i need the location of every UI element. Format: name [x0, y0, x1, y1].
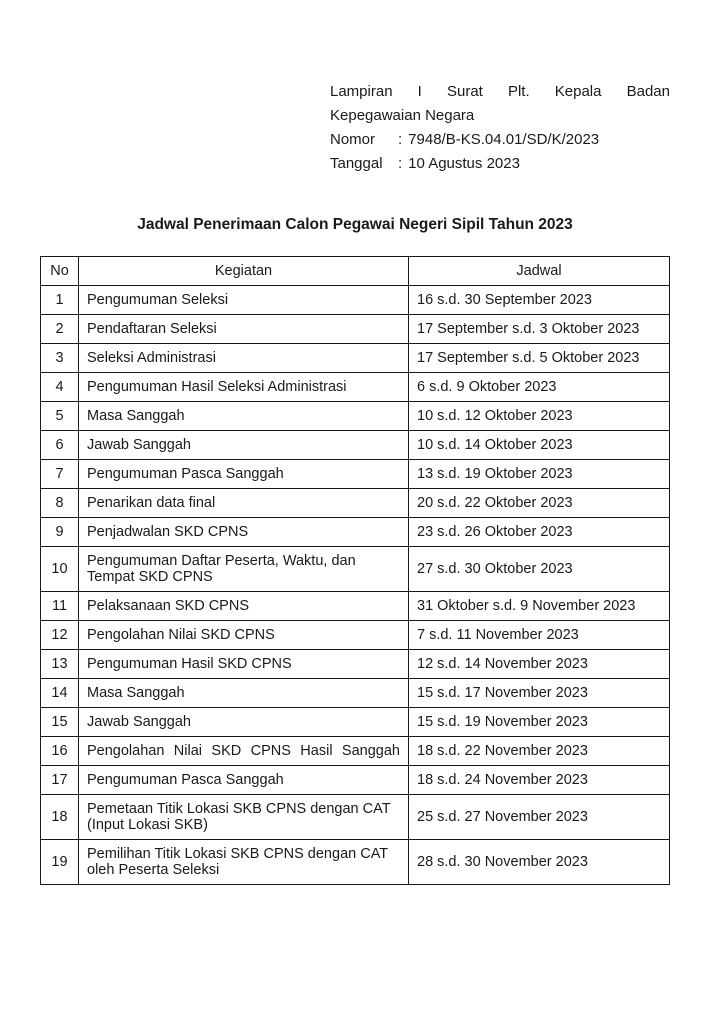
table-row: 17Pengumuman Pasca Sanggah18 s.d. 24 Nov… — [41, 766, 670, 795]
cell-kegiatan: Seleksi Administrasi — [79, 344, 409, 373]
cell-no: 11 — [41, 592, 79, 621]
cell-jadwal: 18 s.d. 22 November 2023 — [409, 737, 670, 766]
cell-no: 17 — [41, 766, 79, 795]
col-header-kegiatan: Kegiatan — [79, 257, 409, 286]
cell-no: 12 — [41, 621, 79, 650]
cell-no: 18 — [41, 795, 79, 840]
colon: : — [398, 128, 402, 152]
col-header-jadwal: Jadwal — [409, 257, 670, 286]
document-title: Jadwal Penerimaan Calon Pegawai Negeri S… — [40, 216, 670, 234]
table-row: 7Pengumuman Pasca Sanggah13 s.d. 19 Okto… — [41, 460, 670, 489]
table-row: 6Jawab Sanggah10 s.d. 14 Oktober 2023 — [41, 431, 670, 460]
cell-kegiatan: Pendaftaran Seleksi — [79, 315, 409, 344]
table-row: 1Pengumuman Seleksi16 s.d. 30 September … — [41, 286, 670, 315]
table-row: 16Pengolahan Nilai SKD CPNS Hasil Sangga… — [41, 737, 670, 766]
cell-kegiatan: Pelaksanaan SKD CPNS — [79, 592, 409, 621]
cell-no: 8 — [41, 489, 79, 518]
cell-no: 9 — [41, 518, 79, 547]
table-row: 14Masa Sanggah15 s.d. 17 November 2023 — [41, 679, 670, 708]
table-row: 13Pengumuman Hasil SKD CPNS12 s.d. 14 No… — [41, 650, 670, 679]
nomor-label: Nomor — [330, 128, 392, 152]
cell-jadwal: 17 September s.d. 5 Oktober 2023 — [409, 344, 670, 373]
cell-no: 5 — [41, 402, 79, 431]
cell-jadwal: 15 s.d. 19 November 2023 — [409, 708, 670, 737]
table-header-row: No Kegiatan Jadwal — [41, 257, 670, 286]
cell-kegiatan: Pengumuman Pasca Sanggah — [79, 460, 409, 489]
cell-jadwal: 7 s.d. 11 November 2023 — [409, 621, 670, 650]
col-header-no: No — [41, 257, 79, 286]
cell-kegiatan: Pengolahan Nilai SKD CPNS Hasil Sanggah — [79, 737, 409, 766]
cell-kegiatan: Jawab Sanggah — [79, 431, 409, 460]
cell-kegiatan: Pemetaan Titik Lokasi SKB CPNS dengan CA… — [79, 795, 409, 840]
table-row: 4Pengumuman Hasil Seleksi Administrasi6 … — [41, 373, 670, 402]
schedule-table: No Kegiatan Jadwal 1Pengumuman Seleksi16… — [40, 256, 670, 885]
cell-no: 19 — [41, 840, 79, 885]
table-row: 15Jawab Sanggah15 s.d. 19 November 2023 — [41, 708, 670, 737]
nomor-value: 7948/B-KS.04.01/SD/K/2023 — [408, 128, 599, 152]
cell-no: 6 — [41, 431, 79, 460]
cell-kegiatan: Pengumuman Hasil Seleksi Administrasi — [79, 373, 409, 402]
header-nomor: Nomor : 7948/B-KS.04.01/SD/K/2023 — [330, 128, 670, 152]
cell-jadwal: 18 s.d. 24 November 2023 — [409, 766, 670, 795]
cell-kegiatan: Masa Sanggah — [79, 402, 409, 431]
header-line-2: Kepegawaian Negara — [330, 104, 670, 128]
cell-kegiatan: Penarikan data final — [79, 489, 409, 518]
cell-jadwal: 28 s.d. 30 November 2023 — [409, 840, 670, 885]
header-line-1: Lampiran I Surat Plt. Kepala Badan — [330, 80, 670, 104]
cell-kegiatan: Pengumuman Pasca Sanggah — [79, 766, 409, 795]
cell-kegiatan: Pengumuman Hasil SKD CPNS — [79, 650, 409, 679]
cell-no: 16 — [41, 737, 79, 766]
cell-no: 1 — [41, 286, 79, 315]
table-row: 11Pelaksanaan SKD CPNS31 Oktober s.d. 9 … — [41, 592, 670, 621]
table-row: 18Pemetaan Titik Lokasi SKB CPNS dengan … — [41, 795, 670, 840]
cell-jadwal: 20 s.d. 22 Oktober 2023 — [409, 489, 670, 518]
cell-jadwal: 6 s.d. 9 Oktober 2023 — [409, 373, 670, 402]
header-tanggal: Tanggal : 10 Agustus 2023 — [330, 152, 670, 176]
document-page: Lampiran I Surat Plt. Kepala Badan Kepeg… — [0, 0, 710, 925]
cell-kegiatan: Masa Sanggah — [79, 679, 409, 708]
cell-jadwal: 31 Oktober s.d. 9 November 2023 — [409, 592, 670, 621]
tanggal-label: Tanggal — [330, 152, 392, 176]
cell-jadwal: 13 s.d. 19 Oktober 2023 — [409, 460, 670, 489]
cell-kegiatan: Pengolahan Nilai SKD CPNS — [79, 621, 409, 650]
cell-jadwal: 16 s.d. 30 September 2023 — [409, 286, 670, 315]
table-row: 12Pengolahan Nilai SKD CPNS7 s.d. 11 Nov… — [41, 621, 670, 650]
cell-jadwal: 17 September s.d. 3 Oktober 2023 — [409, 315, 670, 344]
cell-kegiatan: Pemilihan Titik Lokasi SKB CPNS dengan C… — [79, 840, 409, 885]
cell-no: 13 — [41, 650, 79, 679]
cell-no: 7 — [41, 460, 79, 489]
table-row: 9Penjadwalan SKD CPNS23 s.d. 26 Oktober … — [41, 518, 670, 547]
cell-no: 10 — [41, 547, 79, 592]
cell-kegiatan: Pengumuman Daftar Peserta, Waktu, dan Te… — [79, 547, 409, 592]
attachment-header: Lampiran I Surat Plt. Kepala Badan Kepeg… — [330, 80, 670, 176]
cell-jadwal: 27 s.d. 30 Oktober 2023 — [409, 547, 670, 592]
table-row: 19Pemilihan Titik Lokasi SKB CPNS dengan… — [41, 840, 670, 885]
cell-jadwal: 10 s.d. 12 Oktober 2023 — [409, 402, 670, 431]
table-row: 10Pengumuman Daftar Peserta, Waktu, dan … — [41, 547, 670, 592]
cell-no: 3 — [41, 344, 79, 373]
cell-jadwal: 25 s.d. 27 November 2023 — [409, 795, 670, 840]
cell-jadwal: 23 s.d. 26 Oktober 2023 — [409, 518, 670, 547]
table-row: 3Seleksi Administrasi17 September s.d. 5… — [41, 344, 670, 373]
cell-kegiatan: Pengumuman Seleksi — [79, 286, 409, 315]
table-row: 2Pendaftaran Seleksi17 September s.d. 3 … — [41, 315, 670, 344]
cell-no: 14 — [41, 679, 79, 708]
cell-kegiatan: Penjadwalan SKD CPNS — [79, 518, 409, 547]
cell-jadwal: 15 s.d. 17 November 2023 — [409, 679, 670, 708]
cell-no: 15 — [41, 708, 79, 737]
cell-jadwal: 12 s.d. 14 November 2023 — [409, 650, 670, 679]
cell-no: 2 — [41, 315, 79, 344]
table-row: 5Masa Sanggah10 s.d. 12 Oktober 2023 — [41, 402, 670, 431]
tanggal-value: 10 Agustus 2023 — [408, 152, 520, 176]
colon: : — [398, 152, 402, 176]
cell-jadwal: 10 s.d. 14 Oktober 2023 — [409, 431, 670, 460]
cell-no: 4 — [41, 373, 79, 402]
table-row: 8Penarikan data final20 s.d. 22 Oktober … — [41, 489, 670, 518]
cell-kegiatan: Jawab Sanggah — [79, 708, 409, 737]
